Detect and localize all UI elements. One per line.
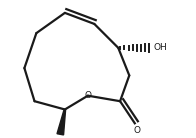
Text: O: O (84, 91, 91, 100)
Text: O: O (133, 126, 140, 135)
Text: OH: OH (153, 43, 167, 52)
Polygon shape (57, 109, 66, 135)
